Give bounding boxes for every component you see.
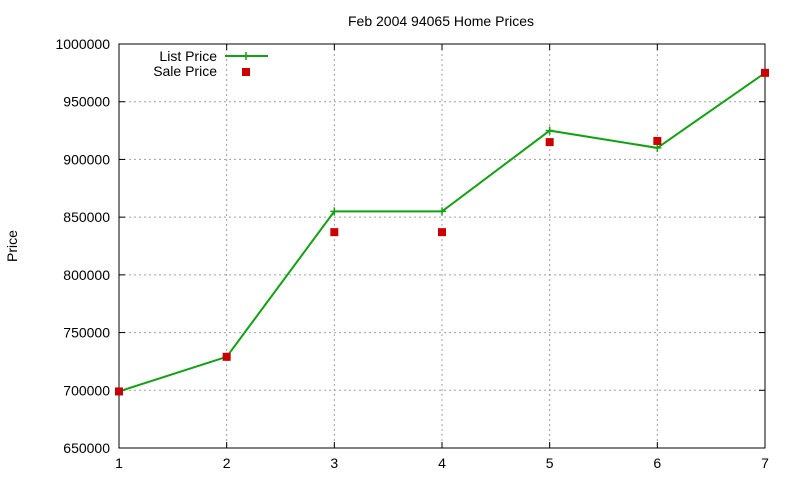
grid [119,44,765,448]
x-tick-label: 4 [438,455,446,471]
y-tick-label: 750000 [63,325,110,341]
legend-label-sale-price: Sale Price [153,63,217,79]
y-tick-label: 650000 [63,440,110,456]
x-tick-label: 7 [761,455,769,471]
legend-marker-list-price [242,52,250,60]
y-tick-label: 950000 [63,94,110,110]
chart-title: Feb 2004 94065 Home Prices [348,13,534,29]
series [115,68,769,396]
y-tick-label: 850000 [63,209,110,225]
plot-frame [118,43,766,449]
list-price-point [330,207,339,216]
x-tick-label: 6 [653,455,661,471]
y-axis-label: Price [4,230,20,262]
x-tick-label: 1 [115,455,123,471]
y-axis-ticks: 650000 700000 750000 800000 850000 900000 9500… [55,36,765,456]
list-price-point [438,207,446,216]
sale-price-point [545,138,554,147]
x-tick-label: 2 [223,455,231,471]
sale-price-point [330,228,339,237]
sale-price-point [761,68,769,77]
list-price-point [545,126,554,135]
sale-price-point [222,352,231,361]
list-price-point [653,143,662,152]
x-tick-label: 5 [546,455,554,471]
y-tick-label: 1000000 [55,36,110,52]
y-tick-label: 700000 [63,382,110,398]
legend-label-list-price: List Price [159,48,217,64]
legend-swatch-sale-price [242,68,250,76]
sale-price-point [438,228,446,237]
sale-price-point [115,387,123,396]
legend: List Price Sale Price [153,48,268,79]
y-tick-label: 800000 [63,267,110,283]
x-tick-label: 3 [330,455,338,471]
y-tick-label: 900000 [63,151,110,167]
sale-price-point [653,136,662,145]
x-axis-ticks: 1 2 3 4 5 6 7 [115,44,769,471]
